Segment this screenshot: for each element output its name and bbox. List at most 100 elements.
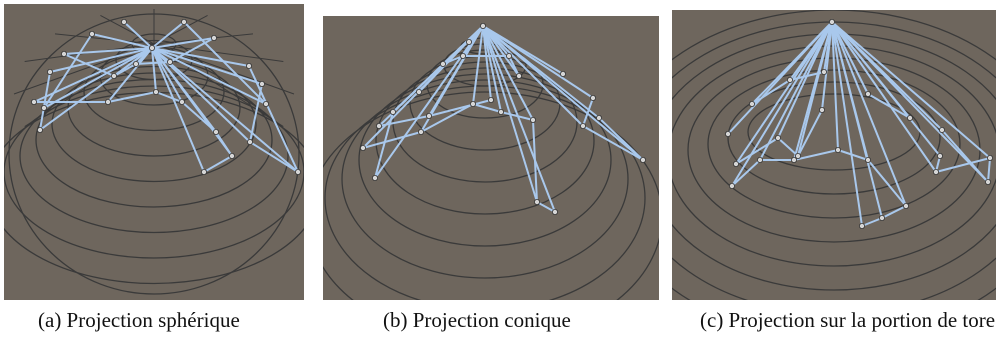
graph-edge [43,33,93,109]
graph-node [818,107,825,114]
graph-edge [181,101,217,133]
graph-edge [793,149,839,161]
graph-node [936,152,943,159]
graph-node [30,99,37,106]
graph-edge [532,119,538,203]
graph-node [228,152,235,159]
graph-node [559,71,566,78]
graph-edge [500,111,534,121]
graph-edge [831,21,937,173]
graph-edge [169,37,215,63]
graph-edge [442,55,464,65]
graph-edge [482,25,502,113]
graph-edge [151,47,233,157]
graph-node [775,135,782,142]
graph-node [41,105,48,112]
graph-edge [831,21,883,219]
graph-edge [107,91,157,103]
graph-edge [49,47,153,73]
graph-node [376,123,383,130]
graph-node [487,97,494,104]
graph-node [166,59,173,66]
graph-edge [151,47,250,67]
graph-edge [151,47,171,63]
graph-node [246,138,253,145]
graph-node [416,89,423,96]
graph-edge [751,21,833,105]
graph-edge [151,21,185,49]
graph-node [749,101,756,108]
graph-edge [472,25,484,105]
graph-edge [941,129,989,183]
graph-edge [151,47,263,85]
graph-edge [482,25,594,99]
graph-edge [831,21,863,227]
caption-a: (a) Projection sphérique [38,308,240,332]
ring [4,85,304,259]
graph-edge [797,21,833,157]
graph-node [294,168,301,175]
graph-node [418,129,425,136]
meridian [153,43,284,62]
graph-edge [420,103,474,133]
graph-edge [155,91,183,103]
graph-edge [203,155,233,173]
meridian [54,33,155,45]
graph-edge [482,25,492,101]
graph-node [440,61,447,68]
graph-node [864,156,871,163]
graph-node [725,131,732,138]
graph-edge [151,47,299,173]
graph-edge [113,47,153,77]
graph-edge [789,21,833,81]
graph-edge [797,109,823,157]
graph-node [938,127,945,134]
graph-node [47,69,54,76]
graph-node [986,154,993,161]
graph-node [902,202,909,209]
graph-edge [215,131,233,157]
graph-edge [39,71,51,131]
graph-edge [831,21,989,183]
graph-node [210,34,217,41]
graph-node [864,91,871,98]
graph-edge [107,47,153,103]
graph-edge [582,97,594,127]
ring [324,85,646,300]
panel-conical-projection [323,16,659,300]
graph-edge [151,47,205,173]
graph-edge [867,93,911,119]
graph-node [828,18,835,25]
graph-node [469,101,476,108]
graph-node [479,23,486,29]
graph-edge [731,21,833,187]
torus-projection-render [672,10,996,300]
graph-edge [821,21,833,111]
graph-node [212,129,219,136]
graph-node [245,63,252,70]
graph-node [105,99,112,106]
graph-node [795,152,802,159]
ring [375,67,595,215]
caption-c: (c) Projection sur la portion de tore [700,308,996,332]
graph-edge [135,61,171,65]
graph-edge [935,157,991,173]
graph-node [497,109,504,116]
graph-node [200,168,207,175]
graph-node [148,45,155,52]
graph-edge [482,25,584,127]
ring [392,61,578,183]
ring [358,73,612,247]
graph-edge [123,21,153,49]
panel-torus-projection [672,10,996,300]
edge-group [727,21,991,227]
graph-node [37,127,44,134]
graph-edge [113,63,137,77]
graph-edge [63,53,115,77]
graph-edge [598,117,644,161]
graph-node [858,222,865,229]
graph-node [426,113,433,120]
graph-edge [789,71,825,81]
graph-node [360,144,367,151]
node-group [30,18,301,175]
